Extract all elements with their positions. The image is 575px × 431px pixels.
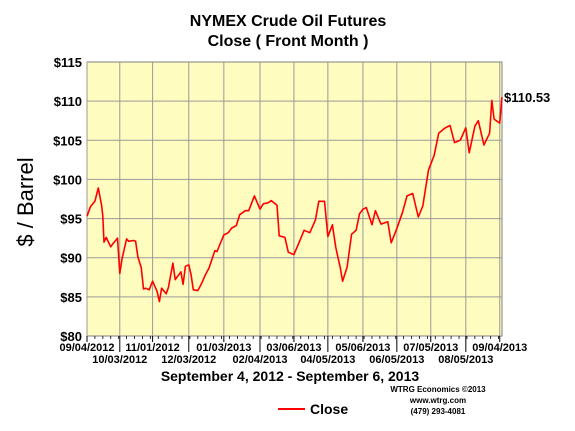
x-tick-label: 02/04/2013 <box>232 354 287 366</box>
plot-area: $80 $85 $90 $95 $100 $105 $110 $115 09/04/2012 11… <box>53 55 550 366</box>
x-tick-label: 01/03/2013 <box>196 342 251 354</box>
y-tick-label: $80 <box>60 329 82 344</box>
x-tick-label: 03/06/2013 <box>266 342 321 354</box>
y-axis-label: $ / Barrel <box>13 157 38 246</box>
x-tick-label: 04/05/2013 <box>300 354 355 366</box>
x-tick-label: 12/03/2012 <box>161 354 216 366</box>
y-tick-label: $105 <box>53 133 82 148</box>
chart-subtitle: Close ( Front Month ) <box>208 33 369 50</box>
y-tick-label: $95 <box>60 212 82 227</box>
x-tick-label: 06/05/2013 <box>369 354 424 366</box>
chart-title: NYMEX Crude Oil Futures <box>190 13 387 30</box>
credit-line-2: www.wtrg.com <box>409 396 466 405</box>
x-axis-label: September 4, 2012 - September 6, 2013 <box>161 368 420 384</box>
last-value-label: $110.53 <box>504 90 550 105</box>
x-tick-label: 09/04/2013 <box>472 342 527 354</box>
y-tick-label: $85 <box>60 290 82 305</box>
x-tick-label: 09/04/2012 <box>59 342 114 354</box>
x-tick-label: 07/05/2013 <box>403 342 458 354</box>
y-tick-label: $110 <box>54 94 82 109</box>
x-tick-label: 10/03/2012 <box>92 354 147 366</box>
plot-background <box>86 61 503 337</box>
y-tick-label: $100 <box>53 172 82 187</box>
legend-label-close: Close <box>310 401 348 417</box>
y-tick-label: $90 <box>60 251 82 266</box>
series-line-close <box>86 96 503 303</box>
x-tick-label: 05/06/2013 <box>335 342 390 354</box>
y-tick-label: $115 <box>54 55 82 70</box>
credit-line-3: (479) 293-4081 <box>411 407 466 416</box>
x-tick-label: 08/05/2013 <box>438 354 493 366</box>
credit-line-1: WTRG Economics ©2013 <box>390 385 486 394</box>
x-tick-label: 11/01/2012 <box>125 342 179 354</box>
